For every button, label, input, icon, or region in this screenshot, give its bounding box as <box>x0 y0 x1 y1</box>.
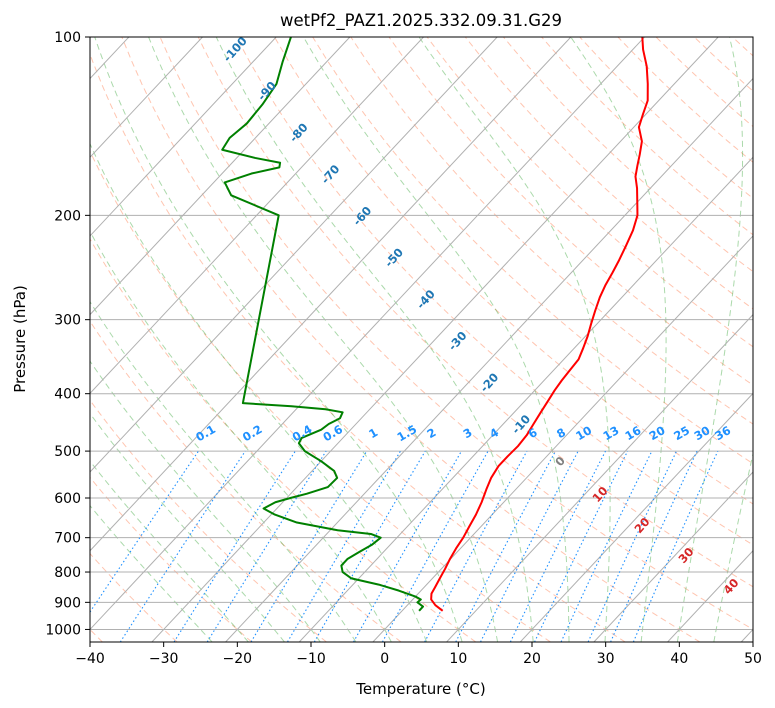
x-tick-label: −40 <box>75 651 105 667</box>
temperature-profile-line <box>430 37 649 612</box>
moist-adiabat-line <box>90 230 392 642</box>
mixing-ratio-label: 25 <box>671 423 692 443</box>
isotherm-line <box>90 37 424 395</box>
moist-adiabat-line <box>570 37 667 642</box>
y-tick-label: 800 <box>54 565 81 581</box>
isotherm-line <box>519 392 753 642</box>
moist-adiabats <box>90 37 753 642</box>
isotherm-line <box>372 235 753 642</box>
y-axis-label: Pressure (hPa) <box>11 285 29 393</box>
plot-frame <box>89 36 754 643</box>
moist-adiabat-line <box>90 412 285 642</box>
isotherm-line <box>225 77 753 642</box>
mixing-ratio-line <box>632 450 719 642</box>
mixing-ratio-label: 13 <box>601 423 622 443</box>
moist-adiabat-line <box>90 300 357 642</box>
y-tick-label: 400 <box>54 387 81 403</box>
mixing-ratio-label: 36 <box>712 423 733 443</box>
mixing-ratio-line <box>250 450 368 642</box>
y-tick-label: 200 <box>54 208 81 224</box>
moist-adiabat-line <box>713 451 753 642</box>
mixing-ratio-label: 16 <box>623 423 644 443</box>
y-tick-label: 900 <box>54 595 81 611</box>
x-tick-label: −30 <box>149 651 179 667</box>
moist-adiabat-line <box>94 37 463 642</box>
isotherm-line <box>298 156 753 642</box>
isotherm-line <box>446 313 753 642</box>
moist-adiabat-line <box>215 37 534 642</box>
x-axis-label: Temperature (°C) <box>355 680 485 698</box>
plot-area: -100-90-80-70-60-50-40-30-20-100.1 0.2 0.4… <box>90 37 753 642</box>
x-tick-label: −20 <box>223 651 253 667</box>
y-tick-label: 500 <box>54 444 81 460</box>
profile-series <box>221 37 649 612</box>
x-tick-label: 30 <box>597 651 615 667</box>
mixing-ratio-label: 30 <box>692 423 713 443</box>
dry-adiabat-line <box>159 37 753 631</box>
isotherm-line <box>151 37 719 642</box>
mixing-ratio-lines <box>90 450 719 642</box>
moist-adiabat-line <box>90 142 428 642</box>
mixing-ratio-line <box>353 450 462 642</box>
mixing-ratio-line <box>381 450 489 642</box>
dewpoint-profile-line <box>221 37 424 612</box>
dry-adiabat-line <box>197 37 753 588</box>
y-tick-label: 300 <box>54 313 81 329</box>
mixing-ratio-line <box>119 450 246 642</box>
isotherm-line <box>90 37 498 473</box>
mixing-ratio-line <box>610 450 698 642</box>
moist-adiabat-line <box>148 37 499 642</box>
moist-adiabat-line <box>303 37 570 642</box>
y-tick-label: 100 <box>54 30 81 46</box>
isotherm-line <box>90 37 277 237</box>
x-tick-label: 10 <box>449 651 467 667</box>
chart-title: wetPf2_PAZ1.2025.332.09.31.G29 <box>280 11 562 31</box>
moist-adiabat-line <box>90 360 321 642</box>
dry-adiabat-line <box>90 52 626 642</box>
dry-adiabat-line <box>90 552 178 642</box>
x-axis-ticks: −40 −30 −20 −10 0 10 20 30 40 50 <box>75 642 762 667</box>
x-tick-label: 20 <box>523 651 541 667</box>
moist-adiabat-line <box>676 37 744 642</box>
mixing-ratio-line <box>173 450 296 642</box>
x-tick-label: −10 <box>296 651 326 667</box>
mixing-ratio-label: 10 <box>573 423 594 443</box>
x-tick-label: 50 <box>744 651 762 667</box>
isobar-gridlines <box>90 37 753 630</box>
isotherm-line <box>90 37 572 552</box>
isotherms <box>90 37 753 642</box>
x-tick-label: 40 <box>670 651 688 667</box>
dry-adiabat-line <box>90 476 253 642</box>
y-tick-label: 1000 <box>45 622 81 638</box>
dry-adiabat-line <box>464 37 753 310</box>
isotherm-line <box>593 471 753 642</box>
dry-adiabat-line <box>121 37 701 642</box>
mixing-ratio-line <box>424 450 528 642</box>
dry-adiabat-line <box>235 37 753 546</box>
y-tick-label: 700 <box>54 531 81 547</box>
isotherm-line <box>90 37 203 158</box>
y-axis-ticks: 1000 900 800 700 600 500 400 300 200 100 <box>45 30 90 638</box>
isotherm-line <box>90 37 351 316</box>
mixing-ratio-label: 20 <box>647 423 668 443</box>
isotherm-line <box>90 37 645 631</box>
mixing-ratio-line <box>509 450 607 642</box>
dry-adiabat-line <box>274 37 753 505</box>
dry-adiabat-line <box>90 150 551 642</box>
y-tick-label: 600 <box>54 491 81 507</box>
x-tick-label: 0 <box>380 651 389 667</box>
